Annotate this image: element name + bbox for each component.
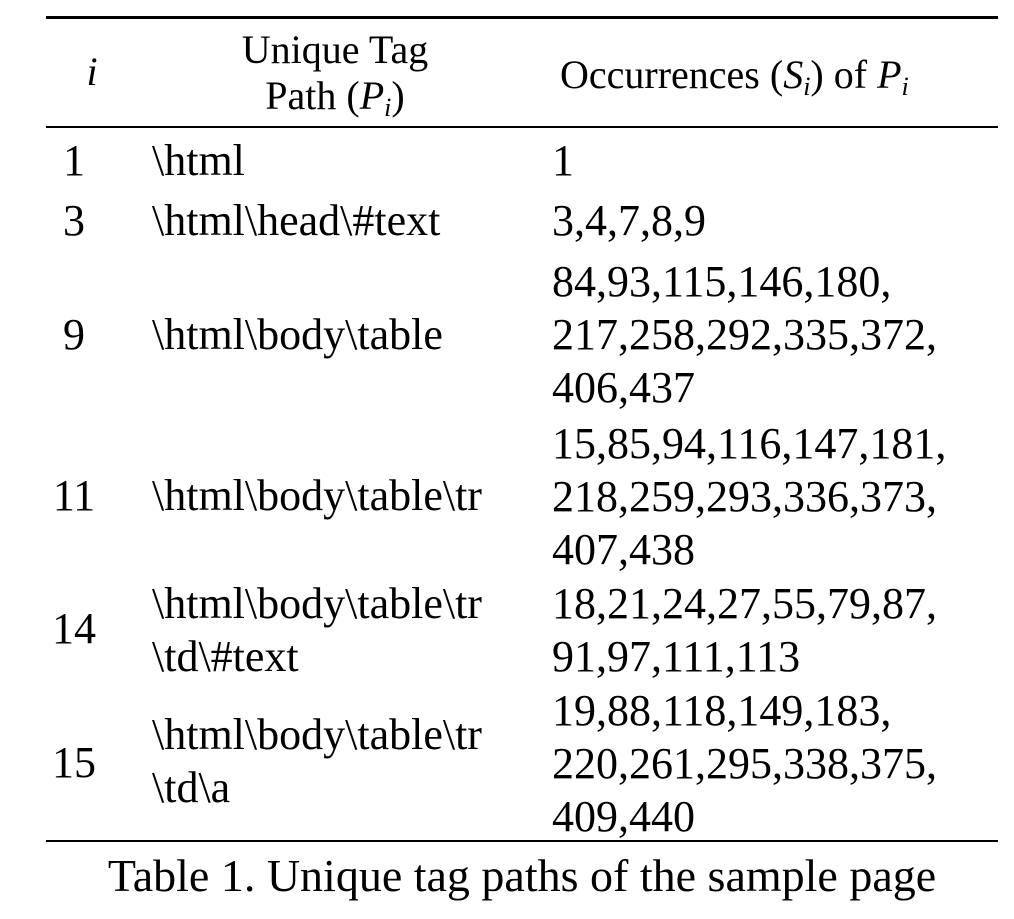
table-row: 1 \html 1 <box>46 128 998 190</box>
row-index: 15 <box>52 738 96 787</box>
table-row: 15 \html\body\table\tr \td\a 19,88,118,1… <box>46 684 998 843</box>
path-line: \html\body\table\tr <box>152 471 482 520</box>
header-occ-sub: i <box>803 72 811 101</box>
table-row: 14 \html\body\table\tr \td\#text 18,21,2… <box>46 577 998 684</box>
header-occ-var2: P <box>877 52 902 97</box>
path-line: \html\body\table\tr <box>152 579 482 628</box>
occ-line: 409,440 <box>552 792 695 841</box>
occ-line: 218,259,293,336,373, <box>552 472 937 521</box>
header-occurrences: Occurrences (Si) of Pi <box>560 52 909 110</box>
path-line: \html <box>152 136 245 185</box>
row-index: 11 <box>52 471 96 520</box>
occ-line: 406,437 <box>552 363 695 412</box>
path-line: \html\body\table <box>152 310 443 359</box>
header-occ-sub2: i <box>901 72 909 101</box>
row-occurrences: 1 <box>552 134 574 187</box>
top-rule <box>46 16 998 19</box>
occ-line: 91,97,111,113 <box>552 632 801 681</box>
header-path-var: P <box>359 73 385 118</box>
table-row: 9 \html\body\table 84,93,115,146,180, 21… <box>46 250 998 417</box>
header-path-close: ) <box>391 73 405 118</box>
row-index: 1 <box>63 136 85 185</box>
occ-line: 217,258,292,335,372, <box>552 310 937 359</box>
path-line: \html\head\#text <box>152 196 441 245</box>
row-occurrences: 15,85,94,116,147,181, 218,259,293,336,37… <box>552 417 946 576</box>
row-occurrences: 84,93,115,146,180, 217,258,292,335,372, … <box>552 255 937 414</box>
header-occ-text: Occurrences ( <box>560 52 784 97</box>
header-index: i <box>86 49 98 94</box>
header-path-sub: i <box>384 93 392 122</box>
table-body: 1 \html 1 3 \html\head\#text 3,4,7,8,9 9… <box>46 128 998 843</box>
row-occurrences: 3,4,7,8,9 <box>552 194 706 247</box>
row-path: \html\body\table\tr \td\a <box>152 708 482 814</box>
path-line: \html\body\table\tr <box>152 710 482 759</box>
occ-line: 84,93,115,146,180, <box>552 257 892 306</box>
occ-line: 220,261,295,338,375, <box>552 739 937 788</box>
header-path-line1: Unique Tag <box>241 27 429 72</box>
row-path: \html\body\table\tr <box>152 469 482 522</box>
header-occ-var: S <box>783 52 804 97</box>
row-path: \html <box>152 134 245 187</box>
occ-line: 18,21,24,27,55,79,87, <box>552 579 937 628</box>
row-path: \html\body\table <box>152 308 443 361</box>
row-index: 3 <box>63 196 85 245</box>
row-path: \html\body\table\tr \td\#text <box>152 577 482 683</box>
table-header: i Unique Tag Path (Pi) Occurrences (Si) … <box>46 19 998 126</box>
row-index: 9 <box>63 310 85 359</box>
row-occurrences: 18,21,24,27,55,79,87, 91,97,111,113 <box>552 577 937 683</box>
row-path: \html\head\#text <box>152 194 440 247</box>
row-occurrences: 19,88,118,149,183, 220,261,295,338,375, … <box>552 684 937 843</box>
table-row: 11 \html\body\table\tr 15,85,94,116,147,… <box>46 417 998 577</box>
header-path: Unique Tag Path (Pi) <box>190 27 480 122</box>
table-caption: Table 1. Unique tag paths of the sample … <box>107 850 937 901</box>
bottom-rule <box>46 840 998 842</box>
occ-line: 407,438 <box>552 525 695 574</box>
header-path-line2: Path (Pi) <box>190 73 480 122</box>
path-line: \td\a <box>152 763 231 812</box>
table-row: 3 \html\head\#text 3,4,7,8,9 <box>46 190 998 250</box>
path-line: \td\#text <box>152 632 299 681</box>
header-occ-mid: ) of <box>810 52 878 97</box>
header-path-text: Path ( <box>265 73 360 118</box>
occ-line: 3,4,7,8,9 <box>552 196 706 245</box>
occ-line: 19,88,118,149,183, <box>552 686 892 735</box>
row-index: 14 <box>52 604 96 653</box>
header-rule <box>46 126 998 128</box>
occ-line: 1 <box>552 136 574 185</box>
occ-line: 15,85,94,116,147,181, <box>552 419 947 468</box>
